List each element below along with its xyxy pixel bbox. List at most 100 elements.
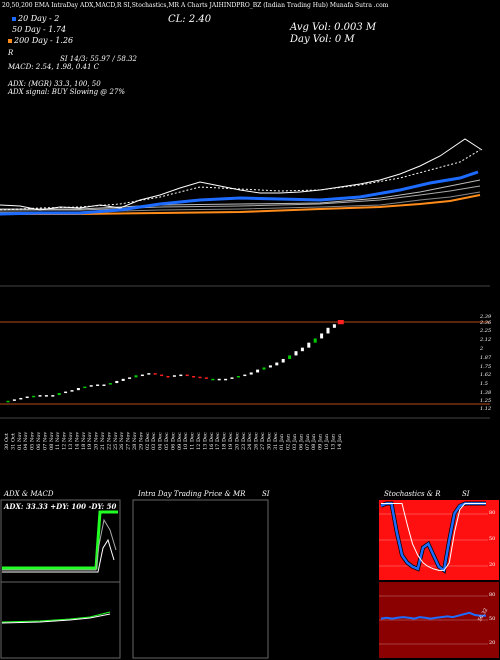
date-label: 19 Dec xyxy=(228,432,234,450)
price-tick-label: 1.75 xyxy=(480,364,491,370)
date-label: 26 Nov xyxy=(119,432,125,450)
candle xyxy=(320,333,324,339)
date-label: 08 Nov xyxy=(49,432,55,450)
candle xyxy=(64,391,68,394)
stochastics-rsi-panel xyxy=(379,500,499,658)
price-axis: 2.392.36 2.25 2.12 2 1.87 1.75 1.62 1.5 1.38 1.25… xyxy=(479,314,492,412)
rsi-line xyxy=(380,611,486,620)
candles-group xyxy=(6,320,344,403)
rsi-tick-80: 80 xyxy=(489,592,496,598)
candle xyxy=(76,388,80,391)
adx-signal: ADX signal: BUY Slowing @ 27% xyxy=(8,88,126,96)
candle xyxy=(128,377,132,379)
price-tick-label: 2.39 xyxy=(479,314,492,320)
adx-plus-di-line xyxy=(2,510,118,570)
date-label: 31 Dec xyxy=(273,432,279,450)
close-price: CL: 2.40 xyxy=(168,14,212,25)
date-label: 26 Dec xyxy=(254,432,260,450)
candle xyxy=(160,374,164,377)
candle xyxy=(25,396,29,399)
date-label: 05 Nov xyxy=(30,432,36,450)
date-label: 02 Jan xyxy=(286,433,292,450)
intraday-panel-frame xyxy=(132,499,269,659)
date-label: 16 Dec xyxy=(209,432,215,450)
stochastics-lines xyxy=(380,501,486,574)
date-label: 17 Dec xyxy=(215,432,221,450)
candle xyxy=(300,347,304,352)
candle xyxy=(294,351,298,356)
ma200-text: 200 Day - 1.26 xyxy=(14,36,74,45)
candle xyxy=(147,373,151,375)
candle xyxy=(198,376,202,379)
date-label: 09 Dec xyxy=(177,432,183,450)
candle xyxy=(249,372,253,375)
date-label: 20 Dec xyxy=(234,432,240,450)
candle xyxy=(44,395,48,397)
date-label: 18 Dec xyxy=(222,432,228,450)
header-top-line: 20,50,200 EMA IntraDay ADX,MACD,R SI,Sto… xyxy=(2,2,389,9)
date-label: 22 Nov xyxy=(106,432,112,450)
candle xyxy=(121,378,125,381)
candle xyxy=(326,327,330,334)
candle xyxy=(70,390,74,392)
price-tick-label: 1.87 xyxy=(480,355,492,361)
ma200-marker xyxy=(8,39,12,43)
ma20-marker xyxy=(12,17,16,21)
date-label: 08 Jan xyxy=(311,433,317,450)
date-label: 24 Dec xyxy=(247,432,253,450)
date-label: 14 Jan xyxy=(337,433,343,450)
stoch-tick-20: 20 xyxy=(489,562,496,568)
date-label: 04 Dec xyxy=(158,432,164,450)
price-tick-label: 2.25 xyxy=(479,328,491,334)
date-label: 02 Dec xyxy=(145,432,151,450)
candle xyxy=(172,375,176,377)
candle xyxy=(230,377,234,379)
macd-readout: MACD: 2.54, 1.98, 0.41 C xyxy=(8,63,100,71)
ema-lines xyxy=(0,138,483,216)
candle xyxy=(12,399,16,401)
candle xyxy=(179,374,183,377)
date-label: 25 Nov xyxy=(113,432,119,450)
stoch-tick-80: 80 xyxy=(489,510,496,516)
date-label: 31 Oct xyxy=(10,433,16,450)
date-label: 11 Nov xyxy=(55,432,61,450)
date-label: 03 Dec xyxy=(151,432,157,450)
avg-volume: Avg Vol: 0.003 M xyxy=(290,22,377,33)
date-label: 10 Dec xyxy=(183,432,189,450)
date-label: 01 Jan xyxy=(279,433,285,450)
ema-50-line xyxy=(0,149,481,211)
date-label: 27 Nov xyxy=(126,432,132,450)
candle xyxy=(268,365,272,368)
ma20-text: 20 Day - 2 xyxy=(18,14,60,23)
candle xyxy=(313,338,317,343)
candle xyxy=(185,374,189,377)
price-tick-label: 1.25 xyxy=(480,398,491,404)
intraday-panel-title: Intra Day Trading Price & MR xyxy=(138,490,246,498)
date-label: 06 Dec xyxy=(170,432,176,450)
price-tick-label: 2 xyxy=(479,346,483,352)
rsi-tick-50: 50 xyxy=(489,616,496,622)
date-label: 29 Nov xyxy=(138,432,144,450)
date-label: 11 Dec xyxy=(190,432,196,450)
date-label: 10 Jan xyxy=(324,433,330,450)
macd-line xyxy=(1,611,111,623)
candle xyxy=(38,395,42,397)
rsi-line-group xyxy=(380,611,486,620)
date-label: 07 Jan xyxy=(305,433,311,450)
date-label: 19 Nov xyxy=(87,432,93,450)
stoch-tick-50: 50 xyxy=(489,536,496,542)
candle xyxy=(307,342,311,348)
date-label: 30 Oct xyxy=(4,433,10,450)
candle xyxy=(262,367,266,370)
candle xyxy=(192,375,196,378)
candle xyxy=(140,374,144,377)
date-axis: 30 Oct 31 Oct 01 Nov 04 Nov 05 Nov 06 Nov 07 N… xyxy=(4,432,343,450)
candle xyxy=(32,395,36,398)
date-label: 05 Dec xyxy=(164,432,170,450)
price-tick-label: 2.12 xyxy=(479,337,491,343)
price-line xyxy=(0,138,483,211)
candle xyxy=(108,383,112,385)
stoch-d-line xyxy=(381,503,486,571)
candle xyxy=(96,384,100,386)
